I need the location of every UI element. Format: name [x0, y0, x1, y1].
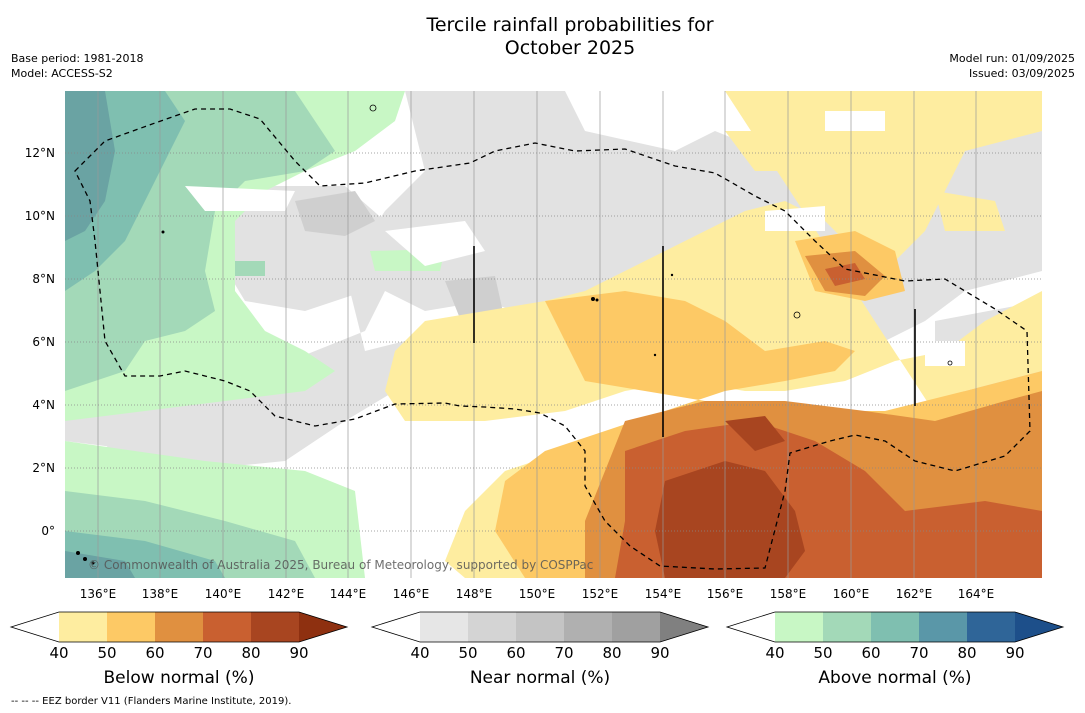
copyright-notice: © Commonwealth of Australia 2025, Bureau… — [88, 558, 594, 572]
lat-label: 2°N — [32, 461, 55, 475]
cbar-tick: 90 — [1005, 644, 1025, 662]
cbar-tick: 50 — [458, 644, 478, 662]
colorbar-below-normal — [9, 611, 349, 643]
cbar-tick: 70 — [193, 644, 213, 662]
lon-label: 146°E — [392, 587, 430, 601]
cbar-tick: 60 — [506, 644, 526, 662]
lon-label: 160°E — [832, 587, 870, 601]
cbar-near-seg — [564, 612, 612, 642]
lat-label: 6°N — [32, 335, 55, 349]
cbar-tick: 60 — [145, 644, 165, 662]
lon-label: 148°E — [455, 587, 493, 601]
lon-label: 158°E — [769, 587, 807, 601]
meta-right: Model run: 01/09/2025 Issued: 03/09/2025 — [949, 51, 1075, 81]
cbar-above-seg — [727, 612, 775, 642]
lon-label: 164°E — [957, 587, 995, 601]
lon-label: 152°E — [581, 587, 619, 601]
colorbar-above-svg — [725, 611, 1065, 643]
lat-label: 0° — [41, 524, 55, 538]
cbar-tick: 50 — [813, 644, 833, 662]
cbar-above-seg — [775, 612, 823, 642]
cbar-tick: 40 — [410, 644, 430, 662]
cbar-below-seg — [59, 612, 107, 642]
cbar-near-seg — [420, 612, 468, 642]
lat-label: 12°N — [24, 146, 55, 160]
lon-label: 156°E — [706, 587, 744, 601]
cbar-tick: 80 — [241, 644, 261, 662]
lon-label: 136°E — [79, 587, 117, 601]
colorbar-below-title: Below normal (%) — [103, 668, 255, 688]
cbar-tick: 70 — [909, 644, 929, 662]
cbar-tick: 40 — [49, 644, 69, 662]
colorbar-near-normal — [370, 611, 710, 643]
cbar-tick: 40 — [765, 644, 785, 662]
lat-label: 10°N — [24, 209, 55, 223]
model-name: Model: ACCESS-S2 — [11, 67, 113, 80]
cbar-above-seg — [967, 612, 1015, 642]
cbar-below-seg — [107, 612, 155, 642]
cbar-tick: 50 — [97, 644, 117, 662]
colorbar-above-title: Above normal (%) — [818, 668, 972, 688]
colorbar-above-normal — [725, 611, 1065, 643]
eez-border — [74, 108, 1031, 570]
cbar-below-seg — [155, 612, 203, 642]
cbar-below-seg — [203, 612, 251, 642]
lon-label: 162°E — [895, 587, 933, 601]
issued-date: Issued: 03/09/2025 — [968, 67, 1075, 80]
cbar-above-seg — [871, 612, 919, 642]
map-panel[interactable] — [65, 91, 1042, 578]
eez-footnote: -- -- -- EEZ border V11 (Flanders Marine… — [11, 696, 292, 707]
model-run: Model run: 01/09/2025 — [949, 52, 1075, 65]
title-line-2: October 2025 — [504, 37, 636, 59]
colorbar-below-svg — [9, 611, 349, 643]
map-canvas — [65, 91, 1042, 578]
cbar-above-seg — [1015, 612, 1063, 642]
lon-label: 144°E — [329, 587, 367, 601]
lon-label: 142°E — [267, 587, 305, 601]
cbar-near-seg — [372, 612, 420, 642]
base-period: Base period: 1981-2018 — [11, 52, 144, 65]
lon-label: 138°E — [141, 587, 179, 601]
lon-label: 154°E — [644, 587, 682, 601]
cbar-tick: 90 — [289, 644, 309, 662]
lat-label: 4°N — [32, 398, 55, 412]
cbar-near-seg — [660, 612, 708, 642]
cbar-below-seg — [299, 612, 347, 642]
cbar-near-seg — [468, 612, 516, 642]
lat-label: 8°N — [32, 272, 55, 286]
cbar-tick: 70 — [554, 644, 574, 662]
lon-label: 150°E — [518, 587, 556, 601]
cbar-near-seg — [612, 612, 660, 642]
lon-label: 140°E — [204, 587, 242, 601]
colorbar-near-title: Near normal (%) — [469, 668, 611, 688]
cbar-below-seg — [251, 612, 299, 642]
cbar-above-seg — [919, 612, 967, 642]
cbar-tick: 80 — [957, 644, 977, 662]
cbar-tick: 90 — [650, 644, 670, 662]
cbar-above-seg — [823, 612, 871, 642]
cbar-near-seg — [516, 612, 564, 642]
map-title: Tercile rainfall probabilities for Octob… — [0, 14, 1085, 60]
title-line-1: Tercile rainfall probabilities for — [426, 14, 714, 36]
cbar-tick: 60 — [861, 644, 881, 662]
cbar-below-seg — [11, 612, 59, 642]
colorbar-near-svg — [370, 611, 710, 643]
meta-left: Base period: 1981-2018 Model: ACCESS-S2 — [11, 51, 143, 81]
cbar-tick: 80 — [602, 644, 622, 662]
